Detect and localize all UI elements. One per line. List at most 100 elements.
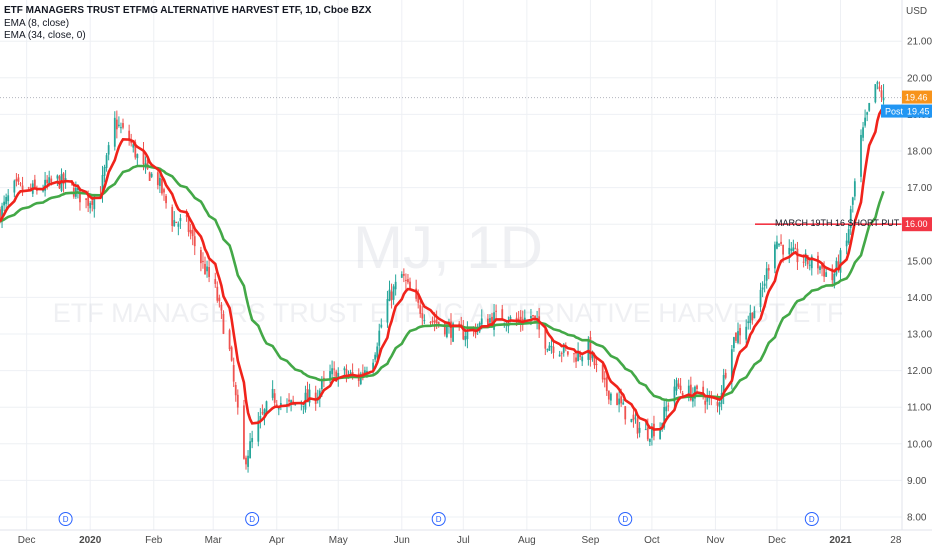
candle-body (821, 264, 823, 269)
candle-body (780, 241, 782, 245)
candle-body (532, 314, 534, 317)
candle-body (333, 368, 336, 370)
candle-body (208, 267, 210, 277)
candle-body (622, 402, 625, 405)
ema-34-line (0, 164, 885, 402)
dividend-marker-circle[interactable] (431, 512, 446, 526)
candle-body (345, 369, 348, 376)
candle-body (716, 401, 719, 406)
last-tag-value: 19.46 (905, 93, 928, 103)
short-put-annotation: MARCH 19TH 16 SHORT PUT (775, 218, 900, 228)
candle-body (767, 268, 770, 271)
candle-body (407, 279, 409, 283)
candle-body (222, 313, 225, 334)
candle-body (737, 331, 739, 343)
candle-body (544, 327, 547, 349)
candle-body (601, 364, 604, 380)
candle-body (150, 173, 153, 177)
candle-body (19, 183, 22, 185)
candle-body (118, 124, 120, 126)
time-tick-label: 28 (890, 535, 902, 546)
candle-body (689, 384, 692, 401)
candle-body (392, 286, 395, 300)
dividend-marker-circle[interactable] (245, 512, 260, 526)
candle-body (573, 353, 575, 355)
candle-body (665, 406, 668, 412)
candle-body (651, 426, 653, 438)
candle-body (681, 393, 684, 396)
candle-body (882, 97, 885, 101)
candle-body (673, 386, 676, 403)
dividend-marker-circle[interactable] (618, 512, 633, 526)
candle-body (87, 195, 90, 206)
candle-body (575, 357, 577, 362)
candle-body (868, 103, 871, 111)
candle-body (142, 150, 145, 164)
candle-body (558, 354, 561, 357)
candle-body (853, 181, 856, 197)
candle-body (46, 179, 49, 184)
candle-body (761, 287, 764, 290)
time-tick-label: Jun (394, 535, 410, 546)
candle-body (560, 353, 563, 355)
candle-body (331, 368, 333, 375)
candle-body (624, 406, 627, 420)
candle-body (704, 400, 707, 405)
candle-body (279, 403, 282, 406)
candle-body (134, 142, 137, 158)
candle-body (634, 417, 637, 419)
candle-body (230, 347, 233, 361)
time-tick-label: Dec (18, 535, 36, 546)
symbol-title[interactable]: ETF MANAGERS TRUST ETFMG ALTERNATIVE HAR… (4, 5, 372, 16)
dividend-marker-circle[interactable] (58, 512, 73, 526)
candle-body (202, 260, 204, 262)
candle-body (308, 389, 311, 403)
candle-body (433, 320, 436, 323)
candle-body (464, 335, 467, 341)
price-tick-label: 8.00 (907, 513, 927, 524)
candle-body (763, 283, 766, 286)
candle-body (774, 244, 776, 269)
legend-ema-8[interactable]: EMA (8, close) (4, 18, 69, 29)
candle-body (638, 427, 641, 433)
candle-body (550, 346, 553, 348)
candle-body (677, 383, 680, 387)
candle-body (234, 384, 237, 396)
candle-body (50, 178, 53, 182)
price-tick-label: 21.00 (907, 37, 932, 48)
time-tick-label: Aug (518, 535, 536, 546)
candle-body (122, 123, 124, 128)
candle-body (636, 418, 639, 434)
time-axis[interactable]: Dec 2020 Feb Mar Apr May Jun Jul Aug Sep Oct Nov Dec… (18, 535, 902, 546)
candle-body (388, 289, 391, 301)
price-tick-label: 10.00 (907, 439, 932, 450)
candle-body (79, 187, 81, 203)
candle-body (562, 344, 565, 353)
candle-body (374, 354, 377, 360)
candle-body (739, 328, 741, 336)
candle-body (33, 179, 36, 187)
dividend-marker-circle[interactable] (804, 512, 819, 526)
candle-body (876, 82, 879, 84)
candle-body (17, 177, 20, 182)
candle-body (487, 318, 489, 326)
candle-body (62, 173, 65, 185)
candle-body (423, 319, 426, 321)
candle-body (864, 117, 866, 126)
candle-body (480, 318, 483, 325)
price-axis[interactable]: 21.0020.0019.0018.0017.0016.0015.0014.00… (907, 37, 932, 524)
candle-body (849, 209, 852, 228)
candle-body (753, 310, 756, 319)
legend-ema-34[interactable]: EMA (34, close, 0) (4, 30, 86, 41)
dividend-marker-label: D (63, 515, 69, 524)
candle-body (245, 457, 247, 465)
candle-body (27, 187, 30, 189)
candle-body (44, 179, 46, 191)
candle-body (148, 172, 151, 181)
candle-body (390, 291, 393, 301)
candle-body (776, 241, 778, 249)
candle-body (259, 415, 262, 422)
candle-body (101, 175, 104, 195)
candle-body (847, 229, 850, 243)
